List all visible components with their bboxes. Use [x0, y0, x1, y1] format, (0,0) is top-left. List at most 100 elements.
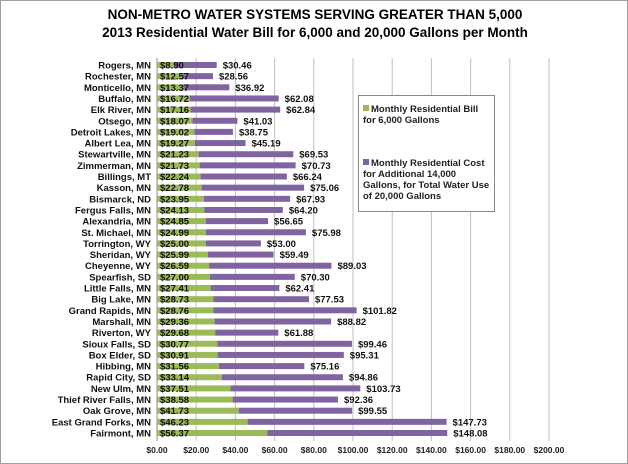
category-label: Rochester, MN — [85, 72, 151, 83]
category-label: East Grand Forks, MN — [52, 417, 151, 428]
data-label-total: $75.98 — [312, 228, 341, 239]
data-label-total: $88.82 — [337, 317, 366, 328]
x-tick-label: $200.00 — [534, 445, 565, 455]
data-label-6000: $25.99 — [160, 250, 189, 261]
x-tick-label: $60.00 — [262, 445, 288, 455]
data-label-6000: $21.73 — [160, 161, 189, 172]
category-label: Torrington, WY — [83, 239, 152, 250]
data-label-total: $99.55 — [358, 406, 388, 417]
bar-additional-14000-gallons — [200, 173, 287, 180]
legend-item-6000: Monthly Residential Bill for 6,000 Gallo… — [363, 104, 491, 126]
data-label-total: $56.65 — [274, 217, 304, 228]
data-label-6000: $8.90 — [160, 61, 184, 72]
data-label-6000: $33.14 — [160, 373, 190, 384]
data-label-total: $70.73 — [302, 161, 331, 172]
bar-6000-gallons — [157, 162, 200, 169]
bar-6000-gallons — [157, 151, 199, 158]
bar-6000-gallons — [157, 251, 208, 258]
data-label-6000: $24.85 — [160, 217, 190, 228]
category-label: Kasson, MN — [97, 183, 152, 194]
bar-6000-gallons — [157, 106, 191, 113]
bar-additional-14000-gallons — [232, 396, 339, 403]
data-label-total: $70.30 — [301, 272, 330, 283]
category-label: Little Falls, MN — [84, 284, 151, 295]
category-label: Sioux Falls, SD — [82, 339, 151, 350]
data-label-6000: $26.59 — [160, 261, 189, 272]
bar-6000-gallons — [157, 351, 218, 358]
legend-label-20000: Monthly Residential Cost for Additional … — [363, 158, 490, 202]
category-label: Sheridan, WY — [90, 250, 152, 261]
category-label: Rogers, MN — [98, 61, 151, 72]
bar-6000-gallons — [157, 73, 182, 80]
category-label: Fergus Falls, MN — [75, 205, 151, 216]
category-label: Thief River Falls, MN — [58, 395, 152, 406]
bar-6000-gallons — [157, 329, 216, 336]
data-label-total: $36.92 — [235, 83, 264, 94]
category-label: New Ulm, MN — [91, 384, 151, 395]
bar-additional-14000-gallons — [194, 140, 246, 147]
data-label-total: $38.75 — [239, 127, 269, 138]
category-label: Spearfish, SD — [89, 272, 151, 283]
bar-additional-14000-gallons — [215, 329, 279, 336]
data-label-total: $99.46 — [358, 339, 387, 350]
data-label-6000: $29.68 — [160, 328, 189, 339]
bar-additional-14000-gallons — [192, 117, 238, 124]
category-label: Zimmerman, MN — [77, 161, 151, 172]
data-label-6000: $27.41 — [160, 284, 190, 295]
data-label-total: $75.16 — [310, 362, 339, 373]
data-label-total: $62.41 — [285, 284, 315, 295]
bar-6000-gallons — [157, 95, 190, 102]
data-label-total: $75.06 — [310, 183, 339, 194]
bar-6000-gallons — [157, 396, 233, 403]
category-label: Alexandria, MN — [82, 217, 151, 228]
legend-label-6000: Monthly Residential Bill for 6,000 Gallo… — [363, 104, 479, 126]
data-label-total: $62.84 — [286, 105, 316, 116]
bar-6000-gallons — [157, 128, 195, 135]
category-label: Cheyenne, WY — [85, 261, 152, 272]
category-label: Elk River, MN — [91, 105, 151, 116]
x-tick-label: $180.00 — [494, 445, 525, 455]
category-label: Buffalo, MN — [98, 94, 151, 105]
category-label: Oak Grove, MN — [83, 406, 151, 417]
x-tick-label: $140.00 — [416, 445, 447, 455]
bar-additional-14000-gallons — [181, 73, 213, 80]
bar-6000-gallons — [157, 418, 248, 425]
bar-additional-14000-gallons — [183, 84, 230, 91]
data-label-6000: $22.24 — [160, 172, 190, 183]
bar-6000-gallons — [157, 340, 218, 347]
bar-6000-gallons — [157, 285, 211, 292]
category-label: Hibbing, MN — [96, 362, 152, 373]
bar-6000-gallons — [157, 184, 202, 191]
x-tick-label: $120.00 — [377, 445, 408, 455]
data-label-6000: $46.23 — [160, 417, 189, 428]
bar-6000-gallons — [157, 374, 222, 381]
data-label-6000: $29.36 — [160, 317, 189, 328]
chart-subtitle: 2013 Residential Water Bill for 6,000 an… — [102, 25, 528, 40]
data-label-6000: $18.07 — [160, 116, 189, 127]
data-label-6000: $41.73 — [160, 406, 189, 417]
data-label-total: $147.73 — [453, 417, 487, 428]
bar-6000-gallons — [157, 430, 268, 436]
bar-additional-14000-gallons — [218, 363, 305, 370]
category-label: Box Elder, SD — [89, 350, 151, 361]
data-label-total: $30.46 — [223, 61, 252, 72]
chart-title: NON-METRO WATER SYSTEMS SERVING GREATER … — [107, 7, 523, 22]
bar-additional-14000-gallons — [238, 407, 353, 414]
x-tick-label: $0.00 — [146, 445, 168, 455]
bar-6000-gallons — [157, 62, 175, 68]
data-label-6000: $17.16 — [160, 105, 189, 116]
data-label-total: $64.20 — [289, 205, 318, 216]
bar-additional-14000-gallons — [214, 318, 332, 325]
data-label-total: $41.03 — [243, 116, 272, 127]
data-label-6000: $37.51 — [160, 384, 190, 395]
data-label-6000: $16.72 — [160, 94, 189, 105]
category-label: Otsego, MN — [98, 116, 151, 127]
bar-6000-gallons — [157, 84, 184, 91]
bar-additional-14000-gallons — [209, 273, 295, 280]
bar-6000-gallons — [157, 307, 214, 314]
data-label-total: $103.73 — [366, 384, 400, 395]
bar-additional-14000-gallons — [205, 229, 306, 236]
bar-6000-gallons — [157, 218, 206, 225]
